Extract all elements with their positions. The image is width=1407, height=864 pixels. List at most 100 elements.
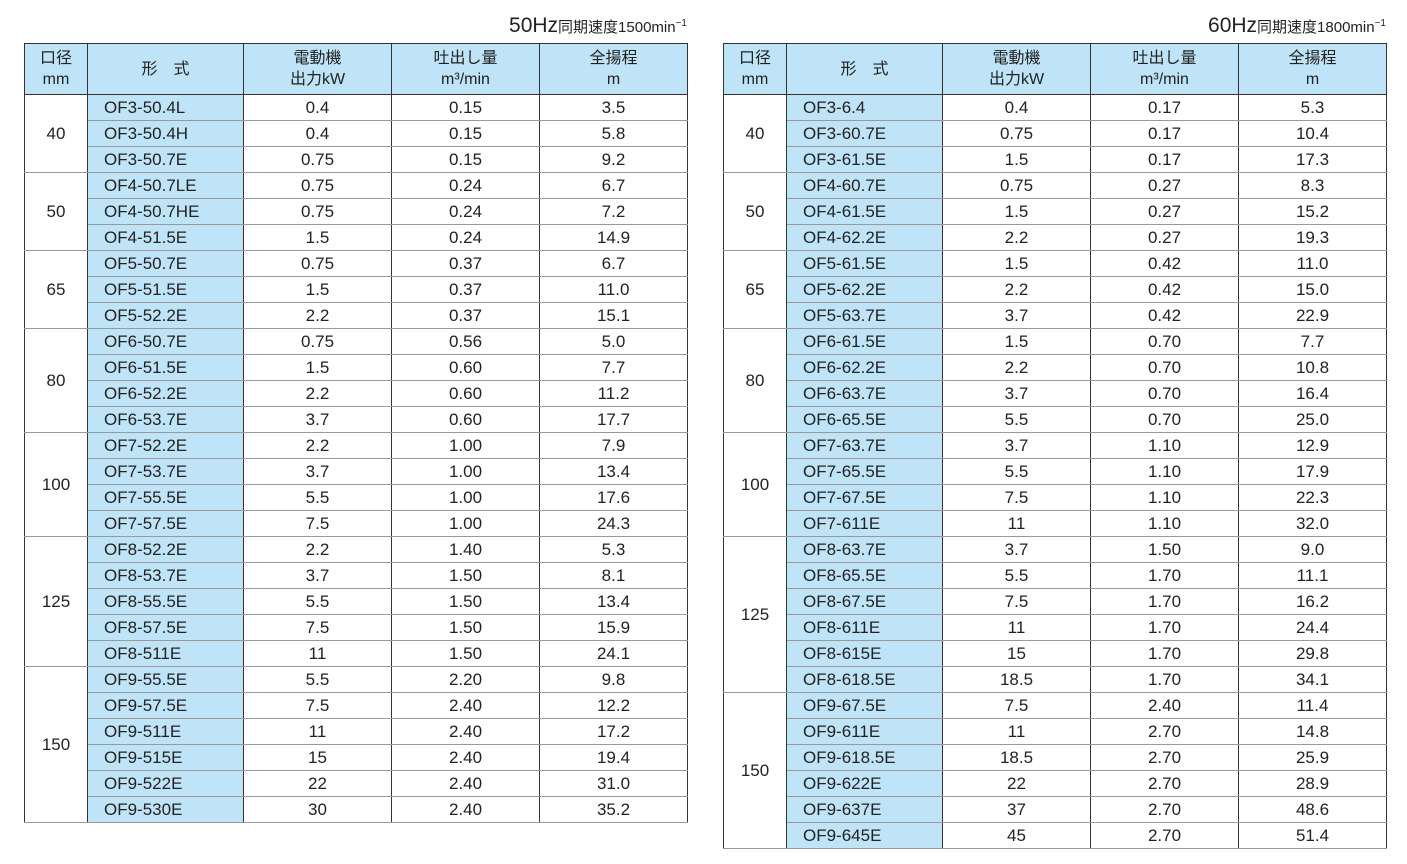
flow-cell: 0.15: [391, 94, 540, 121]
table-row: OF5-51.5E 1.5 0.37 11.0: [25, 276, 688, 303]
model-cell: OF8-65.5E: [786, 562, 943, 589]
kw-cell: 0.4: [942, 94, 1091, 121]
table-row: OF7-611E 11 1.10 32.0: [724, 510, 1387, 537]
table-row: OF8-65.5E 5.5 1.70 11.1: [724, 562, 1387, 589]
model-cell: OF7-57.5E: [87, 510, 244, 537]
header-line: 電動機: [992, 50, 1041, 67]
kw-cell: 7.5: [243, 510, 392, 537]
kw-cell: 7.5: [942, 588, 1091, 615]
head-cell: 19.4: [539, 744, 688, 771]
kw-cell: 1.5: [243, 354, 392, 381]
header-line: m³/min: [1140, 71, 1189, 88]
head-cell: 7.7: [1238, 328, 1387, 355]
flow-cell: 0.70: [1090, 380, 1239, 407]
size-cell: 125: [24, 536, 88, 667]
header-line: m: [606, 71, 621, 88]
head-cell: 51.4: [1238, 822, 1387, 849]
head-cell: 5.8: [539, 120, 688, 147]
flow-cell: 0.17: [1090, 120, 1239, 147]
kw-cell: 1.5: [942, 328, 1091, 355]
flow-cell: 0.60: [391, 406, 540, 433]
flow-cell: 2.40: [391, 770, 540, 797]
header-flow: 吐出し量 m³/min: [391, 43, 540, 95]
kw-cell: 1.5: [243, 276, 392, 303]
table-row: OF8-615E 15 1.70 29.8: [724, 640, 1387, 667]
model-cell: OF5-50.7E: [87, 250, 244, 277]
kw-cell: 0.75: [942, 120, 1091, 147]
flow-cell: 0.70: [1090, 354, 1239, 381]
header-model: 形 式: [87, 43, 244, 95]
frequency: 50Hz: [509, 14, 559, 37]
size-cell: 50: [24, 172, 88, 251]
header-size: 口径 mm: [723, 43, 787, 95]
kw-cell: 5.5: [243, 588, 392, 615]
kw-cell: 5.5: [942, 562, 1091, 589]
model-cell: OF7-52.2E: [87, 432, 244, 459]
model-cell: OF7-67.5E: [786, 484, 943, 511]
head-cell: 11.0: [539, 276, 688, 303]
model-cell: OF3-60.7E: [786, 120, 943, 147]
flow-cell: 0.42: [1090, 302, 1239, 329]
head-cell: 12.9: [1238, 432, 1387, 459]
kw-cell: 11: [942, 510, 1091, 537]
model-cell: OF5-62.2E: [786, 276, 943, 303]
head-cell: 17.2: [539, 718, 688, 745]
flow-cell: 2.40: [1090, 692, 1239, 719]
size-cell: 150: [723, 692, 787, 849]
flow-cell: 1.40: [391, 536, 540, 563]
table-row: OF8-57.5E 7.5 1.50 15.9: [25, 614, 688, 641]
model-cell: OF7-53.7E: [87, 458, 244, 485]
table-row: OF5-62.2E 2.2 0.42 15.0: [724, 276, 1387, 303]
table-row: OF4-62.2E 2.2 0.27 19.3: [724, 224, 1387, 251]
header-model: 形 式: [786, 43, 943, 95]
flow-cell: 0.24: [391, 172, 540, 199]
model-cell: OF6-61.5E: [786, 328, 943, 355]
head-cell: 25.0: [1238, 406, 1387, 433]
model-cell: OF4-51.5E: [87, 224, 244, 251]
kw-cell: 11: [243, 718, 392, 745]
table-row: OF4-50.7HE 0.75 0.24 7.2: [25, 198, 688, 225]
header-line: 吐出し量: [1132, 50, 1197, 67]
header-head: 全揚程 m: [1238, 43, 1387, 95]
table-row: OF8-618.5E 18.5 1.70 34.1: [724, 666, 1387, 693]
kw-cell: 0.75: [243, 172, 392, 199]
model-cell: OF9-522E: [87, 770, 244, 797]
table-row: OF6-63.7E 3.7 0.70 16.4: [724, 380, 1387, 407]
kw-cell: 11: [942, 614, 1091, 641]
head-cell: 10.4: [1238, 120, 1387, 147]
table-row: OF9-622E 22 2.70 28.9: [724, 770, 1387, 797]
header-line: 口径: [738, 50, 771, 67]
flow-cell: 0.15: [391, 146, 540, 173]
head-cell: 10.8: [1238, 354, 1387, 381]
head-cell: 11.2: [539, 380, 688, 407]
table-row: OF5-63.7E 3.7 0.42 22.9: [724, 302, 1387, 329]
kw-cell: 7.5: [243, 614, 392, 641]
kw-cell: 0.75: [243, 198, 392, 225]
flow-cell: 1.00: [391, 432, 540, 459]
head-cell: 25.9: [1238, 744, 1387, 771]
kw-cell: 3.7: [942, 536, 1091, 563]
kw-cell: 7.5: [942, 484, 1091, 511]
head-cell: 6.7: [539, 172, 688, 199]
model-cell: OF8-615E: [786, 640, 943, 667]
model-cell: OF9-515E: [87, 744, 244, 771]
model-cell: OF9-622E: [786, 770, 943, 797]
table-row: 125 OF8-63.7E 3.7 1.50 9.0: [723, 536, 1387, 693]
head-cell: 22.9: [1238, 302, 1387, 329]
table-row: OF9-515E 15 2.40 19.4: [25, 744, 688, 771]
kw-cell: 5.5: [942, 458, 1091, 485]
kw-cell: 1.5: [243, 224, 392, 251]
head-cell: 48.6: [1238, 796, 1387, 823]
header-line: mm: [741, 71, 769, 88]
model-cell: OF9-67.5E: [786, 692, 943, 719]
flow-cell: 1.10: [1090, 484, 1239, 511]
flow-cell: 0.17: [1090, 146, 1239, 173]
table-row: 40 OF3-6.4 0.4 0.17 5.3: [723, 94, 1387, 173]
flow-cell: 1.50: [1090, 536, 1239, 563]
table-row: OF5-52.2E 2.2 0.37 15.1: [25, 302, 688, 329]
model-cell: OF9-511E: [87, 718, 244, 745]
table-row: OF3-50.4H 0.4 0.15 5.8: [25, 120, 688, 147]
kw-cell: 2.2: [243, 536, 392, 563]
flow-cell: 1.00: [391, 458, 540, 485]
model-cell: OF8-611E: [786, 614, 943, 641]
